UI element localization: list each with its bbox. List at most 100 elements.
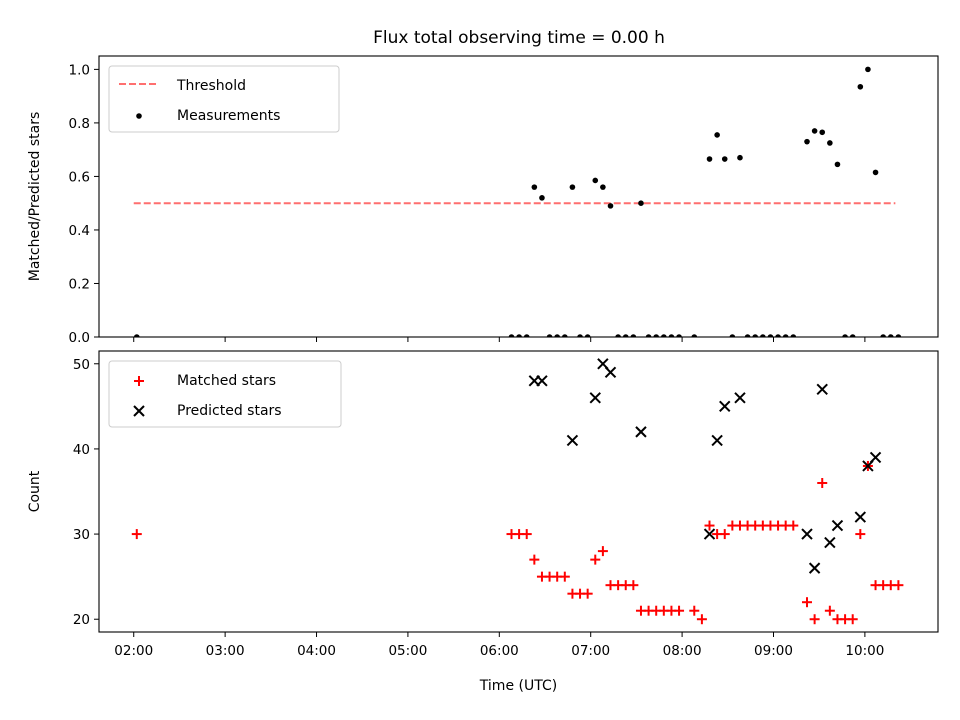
legend-entry-label: Predicted stars bbox=[177, 403, 282, 419]
y-tick-label: 50 bbox=[73, 357, 90, 373]
measurement-point bbox=[133, 334, 140, 337]
predicted-star-d2 bbox=[589, 392, 601, 404]
matched-star-point bbox=[529, 554, 540, 565]
measurement-point bbox=[714, 132, 720, 138]
measurement-point bbox=[622, 334, 629, 337]
measurement-point bbox=[661, 334, 667, 337]
predicted-star-point bbox=[831, 519, 844, 532]
bottom-panel: 20 30 40 50 02:00 03:00 04:00 05:00 06:00 07:00 08… bbox=[27, 350, 939, 694]
legend-frame bbox=[108, 360, 342, 428]
predicted-star-point bbox=[801, 528, 813, 540]
measurement-point bbox=[569, 184, 576, 190]
measurement-point bbox=[600, 184, 606, 190]
x-tick-label: 02:00 bbox=[114, 643, 153, 659]
predicted-star-d2 bbox=[869, 451, 882, 464]
matched-star-point bbox=[689, 605, 700, 616]
predicted-star-d2 bbox=[597, 358, 609, 370]
measurement-point bbox=[592, 177, 599, 184]
measurement-point bbox=[767, 334, 774, 337]
matched-star-point bbox=[674, 605, 685, 616]
legend-entry-label: Measurements bbox=[177, 108, 280, 124]
predicted-star-point bbox=[854, 511, 867, 523]
predicted-star-d2 bbox=[635, 426, 647, 438]
y-tick-label: 1.0 bbox=[69, 62, 90, 78]
measurement-point bbox=[523, 334, 530, 337]
y-tick-label: 0.0 bbox=[69, 330, 90, 346]
measurement-point bbox=[849, 334, 856, 337]
y-tick-label: 0.8 bbox=[69, 116, 90, 132]
matched-star-point bbox=[788, 520, 799, 531]
top-y-axis-label: Matched/Predicted stars bbox=[27, 112, 43, 282]
x-tick-label: 03:00 bbox=[206, 643, 245, 659]
bottom-legend: Matched stars Predicted stars bbox=[108, 360, 342, 428]
predicted-star-point bbox=[589, 392, 601, 404]
x-tick-label: 06:00 bbox=[480, 643, 519, 659]
y-tick-label: 20 bbox=[73, 612, 90, 628]
matched-star-point bbox=[719, 529, 730, 540]
measurement-point bbox=[508, 334, 515, 337]
matched-star-point bbox=[704, 520, 715, 531]
legend-entry-label: Threshold bbox=[176, 78, 246, 94]
matched-star-point bbox=[696, 614, 707, 625]
measurement-point bbox=[691, 334, 698, 337]
predicted-star-d2 bbox=[831, 519, 844, 532]
measurement-point bbox=[607, 203, 614, 209]
bottom-plot-area bbox=[131, 358, 904, 625]
predicted-star-d2 bbox=[816, 383, 828, 396]
measurement-point bbox=[834, 161, 841, 168]
top-plot-area bbox=[133, 66, 902, 337]
bottom-axes-frame bbox=[98, 350, 939, 633]
measurement-point bbox=[546, 334, 553, 337]
x-tick-label: 08:00 bbox=[663, 643, 702, 659]
measurement-point bbox=[539, 195, 545, 201]
measurement-point bbox=[577, 334, 583, 337]
chart-title: Flux total observing time = 0.00 h bbox=[373, 28, 665, 48]
measurement-point bbox=[676, 334, 682, 337]
y-tick-label: 30 bbox=[73, 527, 90, 543]
measurement-point bbox=[737, 154, 743, 161]
predicted-star-d2 bbox=[536, 375, 548, 387]
measurement-point bbox=[804, 138, 810, 145]
measurement-point bbox=[819, 129, 826, 136]
top-legend: Threshold Measurements bbox=[108, 65, 340, 133]
bottom-y-axis-label: Count bbox=[27, 470, 43, 512]
top-panel: 0.0 0.2 0.4 0.6 0.8 1.0 Matched/Predicted star… bbox=[27, 55, 939, 346]
matched-star-point bbox=[847, 614, 858, 625]
measurement-point bbox=[516, 334, 522, 337]
predicted-star-point bbox=[816, 383, 828, 396]
measurement-point bbox=[630, 334, 637, 337]
x-tick-label: 04:00 bbox=[297, 643, 336, 659]
measurement-point bbox=[706, 156, 713, 162]
matched-star-point bbox=[855, 529, 866, 540]
y-tick-label: 40 bbox=[73, 442, 90, 458]
measurement-point bbox=[554, 334, 560, 337]
predicted-star-d2 bbox=[808, 562, 821, 574]
predicted-star-d2 bbox=[854, 511, 867, 523]
y-tick-label: 0.4 bbox=[69, 223, 90, 239]
matched-star-point bbox=[802, 597, 813, 608]
matched-star-point bbox=[597, 546, 608, 557]
matched-star-point bbox=[809, 614, 820, 625]
predicted-star-point bbox=[734, 392, 746, 404]
predicted-star-point bbox=[711, 434, 723, 447]
predicted-star-d2 bbox=[824, 536, 836, 549]
predicted-star-point bbox=[824, 536, 836, 549]
measurement-point bbox=[744, 334, 751, 337]
y-tick-label: 0.2 bbox=[69, 276, 90, 292]
legend-measurement-handle bbox=[136, 113, 142, 119]
measurement-point bbox=[721, 156, 728, 162]
matched-star-point bbox=[893, 580, 904, 591]
predicted-star-point bbox=[536, 375, 548, 387]
predicted-star-point bbox=[604, 366, 617, 378]
measurement-point bbox=[653, 334, 659, 337]
predicted-star-point bbox=[808, 562, 821, 574]
measurement-point bbox=[752, 334, 759, 337]
x-tick-label: 07:00 bbox=[571, 643, 610, 659]
predicted-star-point bbox=[566, 434, 579, 447]
measurement-point bbox=[811, 128, 818, 134]
predicted-star-point bbox=[635, 426, 647, 438]
x-tick-label: 10:00 bbox=[845, 643, 884, 659]
predicted-star-d2 bbox=[711, 434, 723, 447]
predicted-star-point bbox=[869, 451, 882, 464]
